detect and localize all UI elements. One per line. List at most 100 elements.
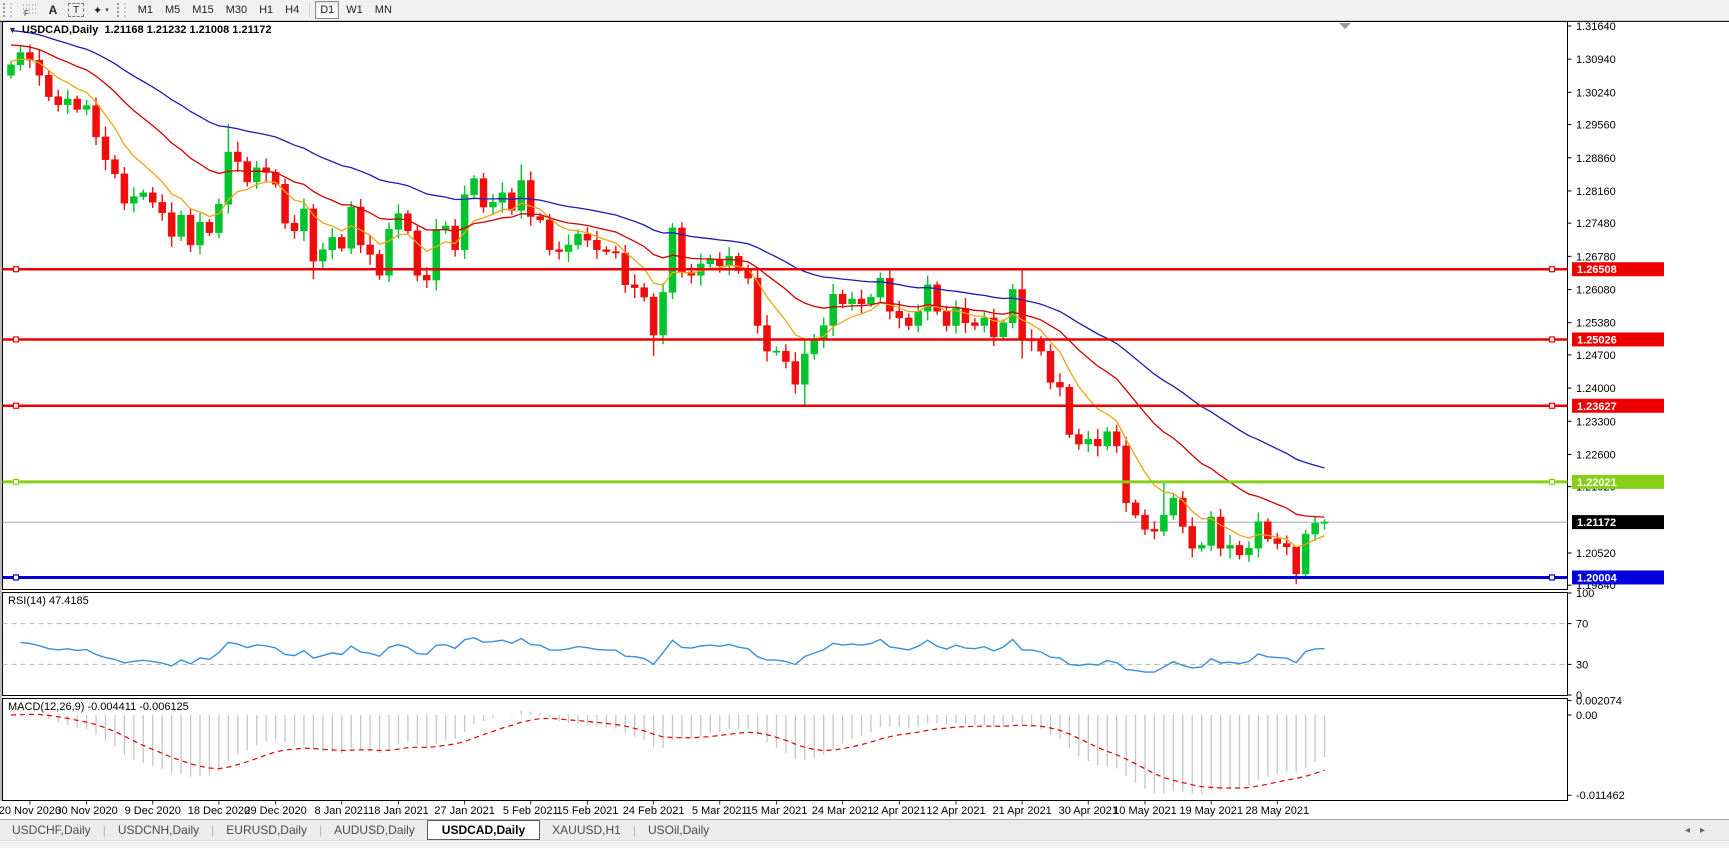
chevron-down-icon: ▾ [105, 7, 109, 14]
line-handle[interactable] [12, 478, 20, 485]
svg-text:-0.011462: -0.011462 [1576, 790, 1625, 802]
chart-shift-marker[interactable] [1339, 23, 1351, 29]
line-handle[interactable] [1548, 266, 1556, 273]
svg-text:1.29560: 1.29560 [1576, 120, 1616, 132]
macd-indicator-label: MACD(12,26,9) -0.004411 -0.006125 [8, 701, 189, 713]
svg-text:1.26780: 1.26780 [1576, 251, 1616, 263]
macd-histogram [19, 710, 1326, 795]
chart-tab-usoil[interactable]: USOil,Daily [647, 823, 710, 837]
ma-fast [10, 58, 1325, 548]
timeframe-button-w1[interactable]: W1 [341, 1, 368, 19]
timeframe-button-m5[interactable]: M5 [160, 1, 185, 19]
fibonacci-glyph: F [23, 4, 36, 17]
chart-dropdown-icon[interactable]: ▼ [8, 25, 17, 35]
line-handle[interactable] [12, 336, 20, 343]
svg-text:8 Jan 2021: 8 Jan 2021 [315, 805, 369, 817]
svg-text:1.22600: 1.22600 [1576, 449, 1616, 461]
tab-separator: | [632, 823, 636, 837]
line-handle[interactable] [1548, 574, 1556, 581]
chart-tab-usdchf[interactable]: USDCHF,Daily [12, 823, 91, 837]
line-handle[interactable] [12, 266, 20, 273]
ma-mid [10, 44, 1325, 518]
svg-text:1.23300: 1.23300 [1576, 416, 1616, 428]
chart-tab-bar: USDCHF,Daily | USDCNH,Daily | EURUSD,Daily | A… [0, 819, 1729, 840]
rsi-line [20, 636, 1325, 673]
svg-text:12 Apr 2021: 12 Apr 2021 [926, 805, 985, 817]
svg-text:1.27480: 1.27480 [1576, 218, 1616, 230]
svg-text:21 Apr 2021: 21 Apr 2021 [992, 805, 1051, 817]
rsi-indicator-label: RSI(14) 47.4185 [8, 595, 89, 607]
svg-text:1.22021: 1.22021 [1577, 477, 1617, 489]
toolbar-grip-2[interactable] [116, 3, 126, 17]
svg-text:30 Nov 2020: 30 Nov 2020 [55, 805, 117, 817]
svg-text:F: F [24, 9, 29, 17]
timeframe-button-m30[interactable]: M30 [221, 1, 252, 19]
tab-separator: | [211, 823, 215, 837]
svg-text:1.30240: 1.30240 [1576, 87, 1616, 99]
ohlc-values: 1.21168 1.21232 1.21008 1.21172 [104, 24, 272, 36]
timeframe-button-h4[interactable]: H4 [280, 1, 304, 19]
svg-text:19 May 2021: 19 May 2021 [1179, 805, 1243, 817]
chart-tab-usdcnh[interactable]: USDCNH,Daily [117, 823, 200, 837]
toolbar-separator [309, 3, 311, 17]
chart-tab-xauusd[interactable]: XAUUSD,H1 [552, 823, 621, 837]
svg-text:1.20004: 1.20004 [1577, 572, 1618, 584]
candlesticks [7, 44, 1329, 585]
svg-text:1.23627: 1.23627 [1577, 401, 1617, 413]
svg-text:1.26508: 1.26508 [1577, 264, 1617, 276]
svg-text:29 Dec 2020: 29 Dec 2020 [244, 805, 306, 817]
svg-text:1.30940: 1.30940 [1576, 54, 1616, 66]
text-annotation-button[interactable]: A [42, 1, 64, 19]
tab-scroll-arrows[interactable]: ◂▸ [1684, 824, 1715, 836]
svg-text:2 Apr 2021: 2 Apr 2021 [873, 805, 926, 817]
line-handle[interactable] [1548, 478, 1556, 485]
line-handle[interactable] [1548, 336, 1556, 343]
svg-text:27 Jan 2021: 27 Jan 2021 [434, 805, 495, 817]
arrows-icon: ✦ [93, 4, 103, 17]
line-handle[interactable] [12, 402, 20, 409]
svg-text:30: 30 [1576, 659, 1588, 671]
timeframe-button-m1[interactable]: M1 [133, 1, 158, 19]
svg-text:15 Feb 2021: 15 Feb 2021 [557, 805, 619, 817]
chart-tab-usdcad[interactable]: USDCAD,Daily [426, 820, 541, 840]
macd-signal-line [10, 713, 1325, 789]
svg-text:1.31640: 1.31640 [1576, 21, 1616, 33]
fibonacci-icon[interactable]: F [17, 1, 42, 19]
svg-text:1.25380: 1.25380 [1576, 318, 1616, 330]
text-label-button[interactable]: T [68, 3, 84, 17]
symbol-name: USDCAD,Daily [21, 24, 99, 36]
svg-text:0.002074: 0.002074 [1576, 695, 1622, 707]
current-price-tag [1572, 515, 1664, 530]
toolbar: F A T ✦ ▾ M1 M5 M15 M30 H1 H4 D1 W1 MN [0, 0, 1729, 20]
svg-text:10 May 2021: 10 May 2021 [1113, 805, 1177, 817]
timeframe-toolbar: M1 M5 M15 M30 H1 H4 D1 W1 MN [133, 1, 397, 19]
timeframe-button-h1[interactable]: H1 [254, 1, 278, 19]
line-handle[interactable] [1548, 402, 1556, 409]
svg-text:15 Mar 2021: 15 Mar 2021 [746, 805, 808, 817]
chart-tab-audusd[interactable]: AUDUSD,Daily [334, 823, 415, 837]
arrows-button[interactable]: ✦ ▾ [88, 1, 114, 19]
svg-text:24 Feb 2021: 24 Feb 2021 [623, 805, 685, 817]
svg-text:1.28160: 1.28160 [1576, 186, 1616, 198]
timeframe-button-d1[interactable]: D1 [315, 1, 340, 19]
line-handle[interactable] [12, 574, 20, 581]
svg-text:30 Apr 2021: 30 Apr 2021 [1059, 805, 1118, 817]
timeframe-button-mn[interactable]: MN [370, 1, 397, 19]
status-bar [0, 840, 1729, 848]
chart-tab-eurusd[interactable]: EURUSD,Daily [226, 823, 307, 837]
tab-separator: | [318, 823, 323, 837]
svg-text:100: 100 [1576, 588, 1594, 600]
svg-text:18 Dec 2020: 18 Dec 2020 [188, 805, 250, 817]
timeframe-button-m15[interactable]: M15 [187, 1, 218, 19]
svg-text:70: 70 [1576, 619, 1588, 631]
svg-text:9 Dec 2020: 9 Dec 2020 [125, 805, 181, 817]
toolbar-grip[interactable] [3, 3, 12, 17]
svg-text:1.21172: 1.21172 [1577, 517, 1616, 529]
symbol-ohlc-line[interactable]: ▼ USDCAD,Daily 1.21168 1.21232 1.21008 1.… [8, 24, 271, 36]
svg-text:5 Feb 2021: 5 Feb 2021 [503, 805, 559, 817]
tab-separator: | [102, 823, 106, 837]
price-axis[interactable]: 1.31640 1.30940 1.30240 1.29560 1.28860 1.281… [1567, 21, 1665, 592]
